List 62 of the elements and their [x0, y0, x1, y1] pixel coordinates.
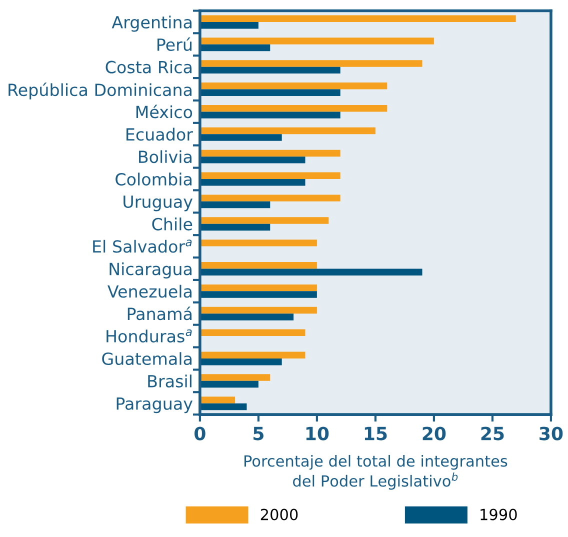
bar [200, 306, 317, 314]
bar [200, 224, 270, 231]
y-tick-label: Chile [152, 218, 192, 230]
y-tick-label: Argentina [112, 16, 192, 32]
x-tick-label: 0 [194, 426, 206, 440]
bar [200, 156, 306, 164]
x-tick-label: 5 [254, 426, 264, 440]
y-tick-label: Ecuador [126, 128, 193, 141]
bar [200, 89, 340, 96]
bar [200, 314, 294, 320]
y-tick-label: Guatemala [102, 352, 192, 366]
bar [200, 38, 434, 44]
x-tick-label: 10 [306, 426, 329, 440]
y-tick-label: Paraguay [116, 398, 192, 414]
y-tick-label: Perú [158, 37, 192, 51]
x-tick-label: 30 [540, 426, 563, 440]
x-tick-label: 15 [364, 426, 387, 440]
bar [200, 104, 388, 112]
legend-label: 1990 [480, 508, 517, 520]
y-tick-label: El Salvador$^{a}$ [93, 240, 192, 253]
bar [200, 66, 340, 74]
bar [200, 194, 340, 202]
y-tick-label: Bolivia [139, 150, 192, 164]
bar [200, 217, 329, 224]
bar [200, 82, 388, 90]
y-tick-label: México [136, 104, 192, 118]
y-tick-label: Brasil [148, 374, 192, 388]
bar [200, 262, 317, 269]
bar [200, 179, 306, 186]
bar [200, 396, 236, 404]
bar [200, 150, 340, 157]
bar [200, 291, 317, 298]
bar [200, 112, 340, 118]
bar [200, 240, 317, 246]
y-tick-label: Panamá [128, 306, 192, 320]
bar [200, 329, 306, 336]
bar [200, 352, 306, 358]
bar [200, 60, 422, 67]
bar [200, 403, 247, 410]
bar [200, 15, 516, 22]
y-tick-label: Nicaragua [110, 262, 192, 279]
bar [200, 358, 282, 366]
y-tick-label: Venezuela [108, 284, 192, 298]
bar [200, 380, 258, 388]
y-tick-label: Uruguay [124, 196, 192, 212]
x-tick-label: 25 [481, 426, 504, 440]
bar [200, 22, 258, 29]
bar [200, 172, 340, 179]
y-tick-label: Colombia [116, 172, 192, 186]
bar [200, 374, 270, 381]
bar [200, 284, 317, 292]
y-tick-label: República Dominicana [8, 82, 192, 100]
bar [200, 134, 282, 141]
bar [200, 268, 422, 276]
x-tick-label: 20 [422, 426, 446, 440]
bar [200, 44, 270, 52]
bar [200, 127, 376, 134]
y-tick-label: Costa Rica [106, 60, 192, 74]
legend-label: 2000 [260, 508, 298, 520]
bar [200, 201, 270, 208]
y-tick-label: Honduras$^{a}$ [106, 329, 192, 343]
x-axis-title: Porcentaje del total de integrantes del Poder Legislativo$^{b}$ [244, 454, 508, 490]
